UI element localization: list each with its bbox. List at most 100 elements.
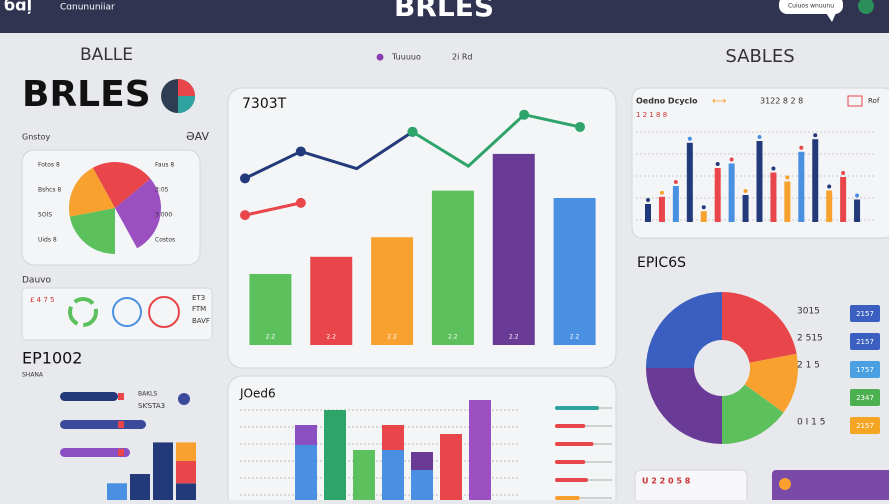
legend-chip — [850, 361, 880, 378]
footer-card — [634, 469, 748, 504]
hline-bar — [555, 496, 580, 500]
kpi-sub: SHANA — [22, 372, 44, 379]
bar — [310, 256, 353, 345]
donut-label: 3015 — [797, 307, 820, 317]
left-subtitle: Gnstoy — [22, 133, 50, 142]
purple-card — [772, 470, 889, 504]
hbar-end — [118, 393, 124, 400]
bar — [784, 181, 791, 222]
bar — [492, 153, 535, 345]
tag-icon — [847, 95, 863, 107]
bar — [371, 237, 414, 345]
logo-icon-part — [178, 79, 195, 96]
bar-label: 2.2 — [570, 334, 580, 341]
gauge-text: ET3 — [192, 294, 205, 302]
bar-cap — [813, 133, 818, 138]
stack-segment — [440, 434, 462, 500]
pie-label: Uids 8 — [38, 237, 57, 244]
bar-cap — [673, 180, 678, 184]
stack-segment — [295, 445, 317, 500]
donut-label: 2 515 — [797, 334, 823, 344]
legend-text: 2347 — [856, 394, 874, 402]
gauge-icon — [148, 296, 180, 328]
stack-segment — [107, 483, 127, 500]
pie-label: Fotos 8 — [38, 162, 60, 169]
bar — [798, 151, 805, 222]
right-top-tag: Rof — [868, 97, 880, 105]
lower-title: JOed6 — [239, 387, 276, 401]
logo: бɑļ — [4, 0, 32, 15]
legend-chip — [850, 389, 880, 406]
dot-icon: ● — [376, 53, 384, 63]
badge[interactable] — [779, 0, 843, 14]
bar-cap — [659, 190, 664, 195]
stack-segment — [469, 400, 491, 500]
bar-cap — [841, 171, 846, 175]
bar-cap — [785, 175, 790, 180]
hline-bar — [555, 460, 586, 464]
legend-text: 2157 — [856, 310, 874, 318]
right-label: SABLES — [725, 46, 794, 67]
stack-segment — [411, 470, 433, 500]
arrow-icon: ⟷ — [712, 96, 726, 107]
hbar — [60, 420, 146, 429]
bar — [812, 139, 819, 222]
donut-slice — [646, 368, 722, 444]
pie-label: Costos — [155, 237, 175, 244]
app-title: BRLES — [394, 0, 494, 23]
brand: Cɑnununiiar — [60, 3, 115, 13]
left-title: BRLES — [22, 74, 151, 115]
bar-cap — [646, 198, 650, 202]
bar — [714, 168, 721, 222]
bar — [686, 142, 693, 222]
donut-title: EPIC6S — [637, 255, 686, 271]
legend-text: 2157 — [856, 338, 874, 346]
bar-cap — [729, 157, 734, 162]
top-bar — [0, 0, 889, 33]
left-label: BALLE — [80, 45, 133, 65]
bar-cap — [757, 135, 762, 139]
right-top-range: 3122 8 2 8 — [760, 97, 803, 106]
bar-cap — [771, 166, 776, 171]
legend-chip — [850, 333, 880, 350]
hbar — [60, 448, 130, 457]
legend-chip — [850, 305, 880, 322]
hbar-end — [118, 449, 124, 456]
hbar-end — [118, 421, 124, 428]
bar — [854, 199, 861, 222]
legend-chip — [850, 417, 880, 434]
gauge-text: FTM — [192, 305, 206, 313]
line — [244, 130, 414, 180]
donut-label: 0 I 1 5 — [797, 418, 825, 428]
donut-slice — [646, 292, 722, 368]
stack-segment — [176, 483, 196, 500]
line-point — [575, 121, 585, 132]
line-point — [240, 173, 250, 184]
avatar[interactable] — [858, 0, 874, 14]
stack-segment — [153, 442, 173, 500]
hline-bar — [555, 478, 588, 482]
bar-label: 2.2 — [266, 334, 276, 341]
stack-segment — [295, 425, 317, 445]
bar — [553, 198, 596, 345]
bar-label: 2.2 — [509, 334, 519, 341]
gauge-icon — [68, 297, 98, 327]
pie-slice — [69, 167, 115, 217]
bar-cap — [799, 145, 804, 150]
hbar — [60, 392, 118, 401]
main-title: 7303T — [242, 96, 287, 112]
line — [244, 201, 302, 217]
stack-segment — [353, 450, 375, 500]
footer-text: U 2 2 0 5 8 — [642, 477, 691, 486]
right-top-title: Oedno Dcyclo — [636, 97, 698, 106]
pie-label: Faus 8 — [155, 162, 174, 169]
bar-cap — [687, 136, 692, 141]
stack-segment — [130, 474, 150, 500]
right-top-sub: 1 2 1 8 8 — [636, 111, 667, 119]
pie-label: 3:05 — [155, 187, 169, 194]
donut-slice — [722, 292, 797, 363]
hbar-icon — [178, 393, 190, 405]
section-title: Dauvo — [22, 276, 51, 286]
pie-label: 3 000 — [155, 212, 172, 219]
